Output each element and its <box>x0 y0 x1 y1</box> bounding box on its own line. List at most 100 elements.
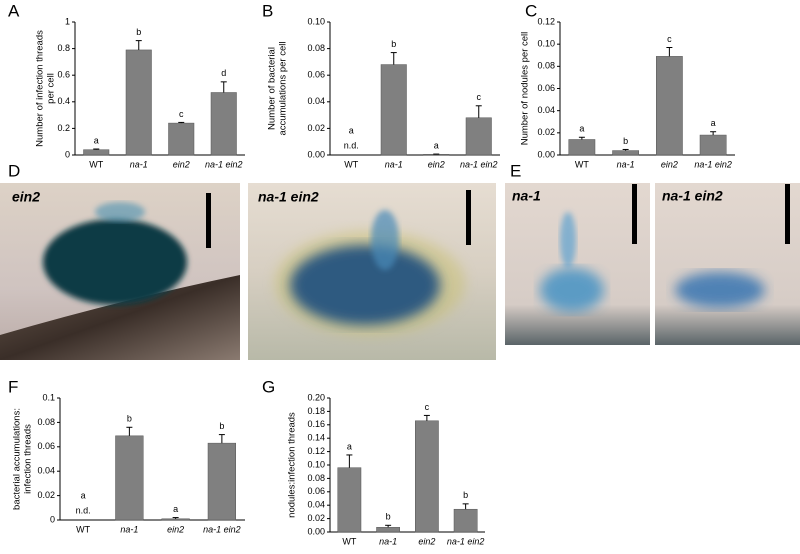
y-tick-label: 0.08 <box>537 61 555 71</box>
significance-letter: c <box>477 92 482 102</box>
bar <box>699 134 727 156</box>
error-bar <box>220 81 227 93</box>
y-axis-label: bacterial accumulations: <box>12 408 23 510</box>
y-tick-label: 0.1 <box>42 392 55 402</box>
bar <box>207 442 236 521</box>
significance-letter: a <box>81 490 86 500</box>
x-tick-label: na-1 ein2 <box>694 159 732 169</box>
y-tick-label: 0.16 <box>307 419 325 429</box>
y-axis-label: nodules:infection threads <box>287 412 298 518</box>
significance-letter: b <box>623 136 628 146</box>
y-tick-label: 0.02 <box>537 127 555 137</box>
significance-letter: c <box>425 402 430 412</box>
significance-letter: a <box>579 124 584 134</box>
x-tick-label: na-1 <box>120 524 138 534</box>
y-tick-label: 0.06 <box>307 486 325 496</box>
micrograph <box>0 183 240 360</box>
panel-letter: E <box>510 161 521 180</box>
bar <box>115 435 144 521</box>
error-bar <box>126 426 133 436</box>
y-tick-label: 0.8 <box>57 43 70 53</box>
y-tick-label: 0.12 <box>307 446 325 456</box>
significance-letter: b <box>463 490 468 500</box>
significance-letter: c <box>179 109 184 119</box>
x-tick-label: na-1 ein2 <box>203 524 241 534</box>
y-tick-label: 0.00 <box>537 149 555 159</box>
y-tick-label: 0.10 <box>307 16 325 26</box>
bar <box>337 467 362 533</box>
y-tick-label: 0.08 <box>37 417 55 427</box>
significance-letter: a <box>434 140 439 150</box>
x-tick-label: na-1 <box>130 159 148 169</box>
significance-letter: c <box>667 34 672 44</box>
x-tick-label: WT <box>575 159 589 169</box>
y-tick-label: 0.02 <box>307 123 325 133</box>
y-tick-label: 0 <box>50 514 55 524</box>
x-tick-label: WT <box>76 524 90 534</box>
panel-letter: C <box>525 1 537 20</box>
x-tick-label: na-1 <box>379 536 397 546</box>
y-tick-label: 0.4 <box>57 96 70 106</box>
x-tick-label: ein2 <box>418 536 435 546</box>
error-bar <box>346 454 353 468</box>
significance-letter: a <box>173 504 178 514</box>
bar <box>125 49 152 156</box>
panel-letter: D <box>8 161 20 180</box>
bar <box>380 64 407 156</box>
y-tick-label: 0.6 <box>57 70 70 80</box>
error-bar <box>475 105 482 118</box>
significance-letter: a <box>349 125 354 135</box>
y-axis-label: Number of nodules per cell <box>520 32 531 146</box>
x-tick-label: WT <box>344 159 358 169</box>
y-tick-label: 0.04 <box>307 96 325 106</box>
error-bar <box>135 40 142 50</box>
image-caption: na-1 <box>512 188 541 204</box>
significance-letter: a <box>347 441 352 451</box>
y-tick-label: 0.18 <box>307 406 325 416</box>
y-tick-label: 0.10 <box>537 39 555 49</box>
significance-letter: a <box>94 135 99 145</box>
image-caption: na-1 ein2 <box>662 188 723 204</box>
y-tick-label: 0.02 <box>37 490 55 500</box>
significance-letter: b <box>391 39 396 49</box>
y-tick-label: 0.00 <box>307 526 325 536</box>
y-tick-label: 1 <box>65 16 70 26</box>
x-tick-label: na-1 <box>617 159 635 169</box>
y-tick-label: 0.06 <box>537 83 555 93</box>
bar <box>568 139 596 156</box>
x-tick-label: na-1 ein2 <box>460 159 498 169</box>
micrograph <box>505 183 650 345</box>
y-axis-label: infection threads <box>23 424 34 494</box>
x-tick-label: na-1 ein2 <box>205 159 243 169</box>
y-tick-label: 0.12 <box>537 16 555 26</box>
error-bar <box>390 52 397 65</box>
x-tick-label: na-1 ein2 <box>447 536 485 546</box>
bar <box>83 149 110 156</box>
significance-letter: a <box>711 118 716 128</box>
y-tick-label: 0.08 <box>307 43 325 53</box>
bar <box>161 518 190 521</box>
significance-letter: b <box>127 414 132 424</box>
significance-letter: b <box>386 512 391 522</box>
y-tick-label: 0.14 <box>307 433 325 443</box>
x-tick-label: WT <box>89 159 103 169</box>
y-axis-label: accumulations per cell <box>278 42 289 136</box>
panel-letter: F <box>8 377 18 396</box>
significance-letter: b <box>219 421 224 431</box>
y-tick-label: 0.08 <box>307 473 325 483</box>
bar <box>168 122 195 156</box>
y-tick-label: 0.00 <box>307 149 325 159</box>
panel-letter: G <box>262 377 275 396</box>
bar <box>210 92 237 156</box>
bar <box>656 56 683 156</box>
significance-letter: b <box>136 27 141 37</box>
y-axis-label: Number of infection threads <box>35 30 46 147</box>
bar <box>612 150 639 156</box>
error-bar <box>218 434 225 444</box>
error-bar <box>178 121 185 124</box>
bar <box>376 527 400 533</box>
error-bar <box>578 136 585 140</box>
x-tick-label: ein2 <box>167 524 184 534</box>
image-caption: ein2 <box>12 189 40 205</box>
